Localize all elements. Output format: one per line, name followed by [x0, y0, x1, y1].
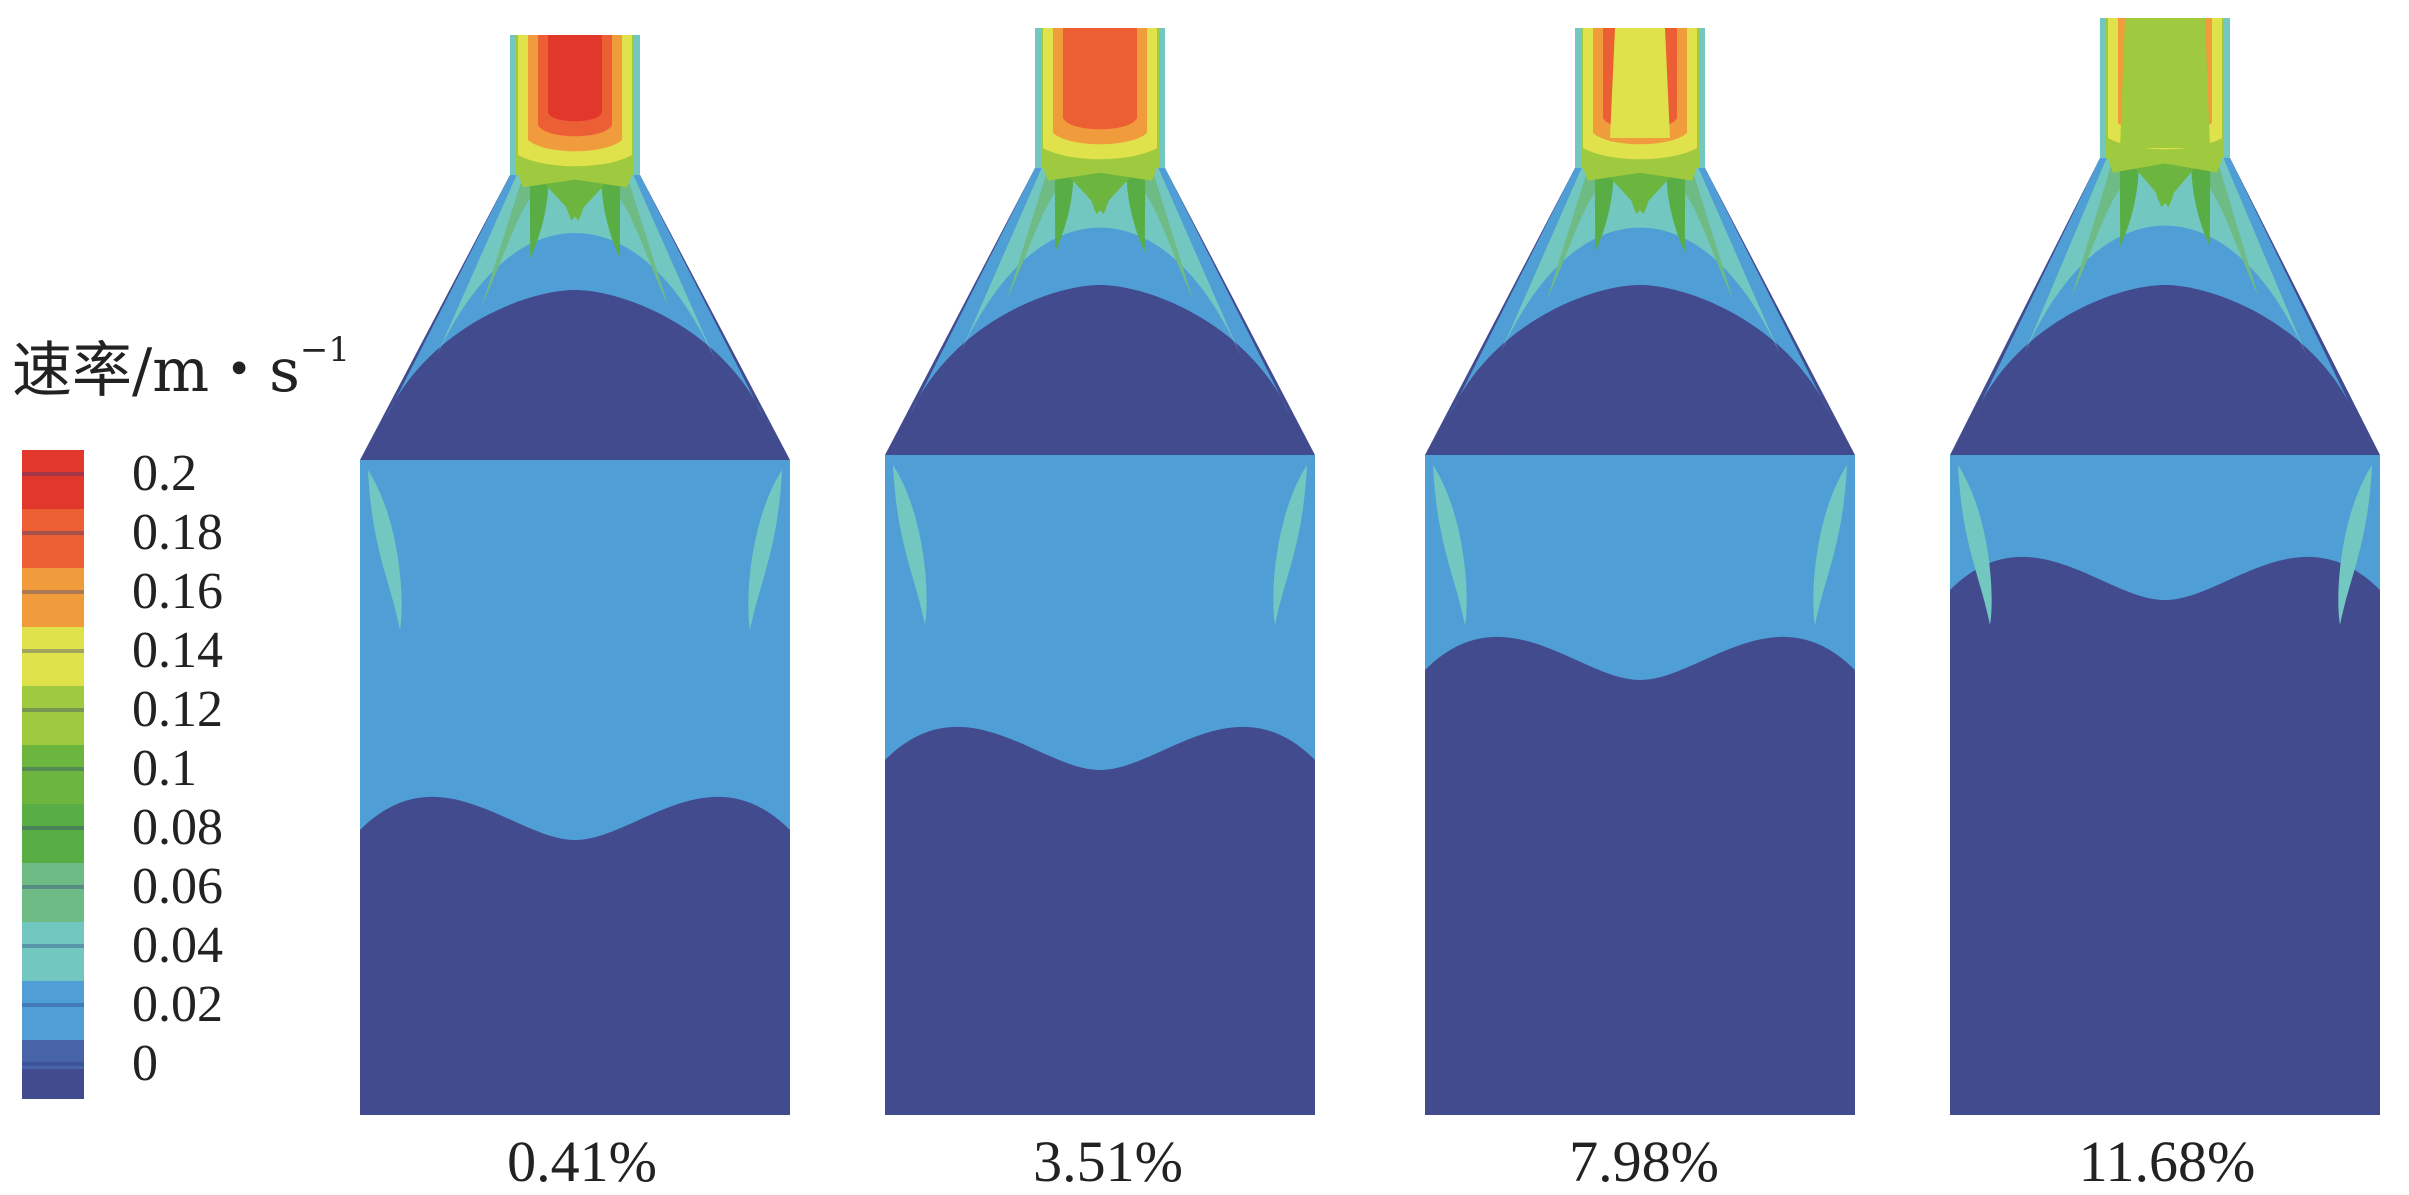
legend-label: 0.12 [132, 681, 223, 738]
legend-swatch [22, 568, 84, 627]
legend-swatch [22, 627, 84, 686]
legend-label: 0.06 [132, 858, 223, 915]
panel-label-2: 3.51% [1033, 1129, 1183, 1194]
legend-separator [22, 649, 84, 653]
legend-label: 0.18 [132, 504, 223, 561]
legend-separator [22, 767, 84, 771]
wall-streak-left [368, 470, 402, 630]
cone-contour-band [385, 175, 765, 420]
wall-streak-right [2338, 465, 2372, 625]
contour-panel-3 [1425, 28, 1855, 1115]
legend-label: 0.2 [132, 445, 197, 502]
legend-separator [22, 826, 84, 830]
legend-title: 速率/m・s−1 [12, 322, 350, 409]
legend-swatch [22, 745, 84, 804]
cone-stagnant-dome [1485, 285, 1795, 455]
wall-streak-left [893, 465, 927, 625]
legend-swatch [22, 450, 84, 509]
legend-label: 0 [132, 1035, 158, 1092]
nozzle-wall-right [1699, 28, 1705, 168]
contour-panel-2 [885, 28, 1315, 1115]
nozzle-wall-left [2100, 18, 2106, 158]
legend-separator [22, 885, 84, 889]
wall-streak-left [1958, 465, 1992, 625]
legend-swatch [22, 981, 84, 1040]
cone-contour-band [1975, 158, 2355, 415]
nozzle-wall-left [510, 35, 516, 175]
wall-streak-left [1433, 465, 1467, 625]
legend-label: 0.14 [132, 622, 223, 679]
legend-separator [22, 590, 84, 594]
nozzle-wall-right [1159, 28, 1165, 168]
cone-contour-band [1450, 168, 1830, 415]
nozzle-jet-band [547, 35, 603, 122]
contour-panel-1 [360, 35, 790, 1115]
legend-swatch [22, 509, 84, 568]
wall-streak-right [1813, 465, 1847, 625]
nozzle-wall-left [1575, 28, 1581, 168]
legend-title-text: 速率/m・s [12, 336, 300, 406]
nozzle-jet-band [1063, 28, 1137, 130]
legend-swatch [22, 804, 84, 863]
contour-band-0.02 [885, 455, 1315, 770]
nozzle-wall-left [1035, 28, 1041, 168]
legend-swatch [22, 686, 84, 745]
contour-band-0.02 [1950, 455, 2380, 600]
nozzle-wall-right [2224, 18, 2230, 158]
cone-stagnant-dome [2010, 285, 2320, 455]
legend-swatch-base [22, 1069, 84, 1099]
legend-title-superscript: −1 [299, 330, 351, 370]
nozzle-wall-right [634, 35, 640, 175]
legend-label: 0.1 [132, 740, 197, 797]
legend-swatch [22, 863, 84, 922]
legend-swatch [22, 922, 84, 981]
legend-separator [22, 472, 84, 476]
panel-label-4: 11.68% [2078, 1129, 2256, 1194]
cone-stagnant-dome [420, 290, 730, 460]
cone-contour-band [433, 175, 717, 363]
legend-separator [22, 1003, 84, 1007]
legend-separator [22, 531, 84, 535]
cone-stagnant-dome [945, 285, 1255, 455]
legend-separator [22, 944, 84, 948]
wall-streak-right [748, 470, 782, 630]
nozzle-core [1610, 28, 1670, 138]
contour-panel-4 [1950, 18, 2380, 1115]
cone-contour-band [910, 168, 1290, 415]
legend-separator [22, 1062, 84, 1066]
cone-contour-band [1498, 168, 1782, 358]
legend-label: 0.02 [132, 976, 223, 1033]
legend-label: 0.16 [132, 563, 223, 620]
nozzle-core [2120, 18, 2210, 148]
legend-separator [22, 708, 84, 712]
cone-contour-band [2023, 158, 2307, 356]
wall-streak-right [1273, 465, 1307, 625]
contour-band-0.02 [1425, 455, 1855, 680]
panel-label-1: 0.41% [507, 1129, 657, 1194]
panel-label-3: 7.98% [1569, 1129, 1719, 1194]
legend-label: 0.08 [132, 799, 223, 856]
cone-contour-band [958, 168, 1242, 358]
contour-band-0.02 [360, 460, 790, 840]
legend-label: 0.04 [132, 917, 223, 974]
